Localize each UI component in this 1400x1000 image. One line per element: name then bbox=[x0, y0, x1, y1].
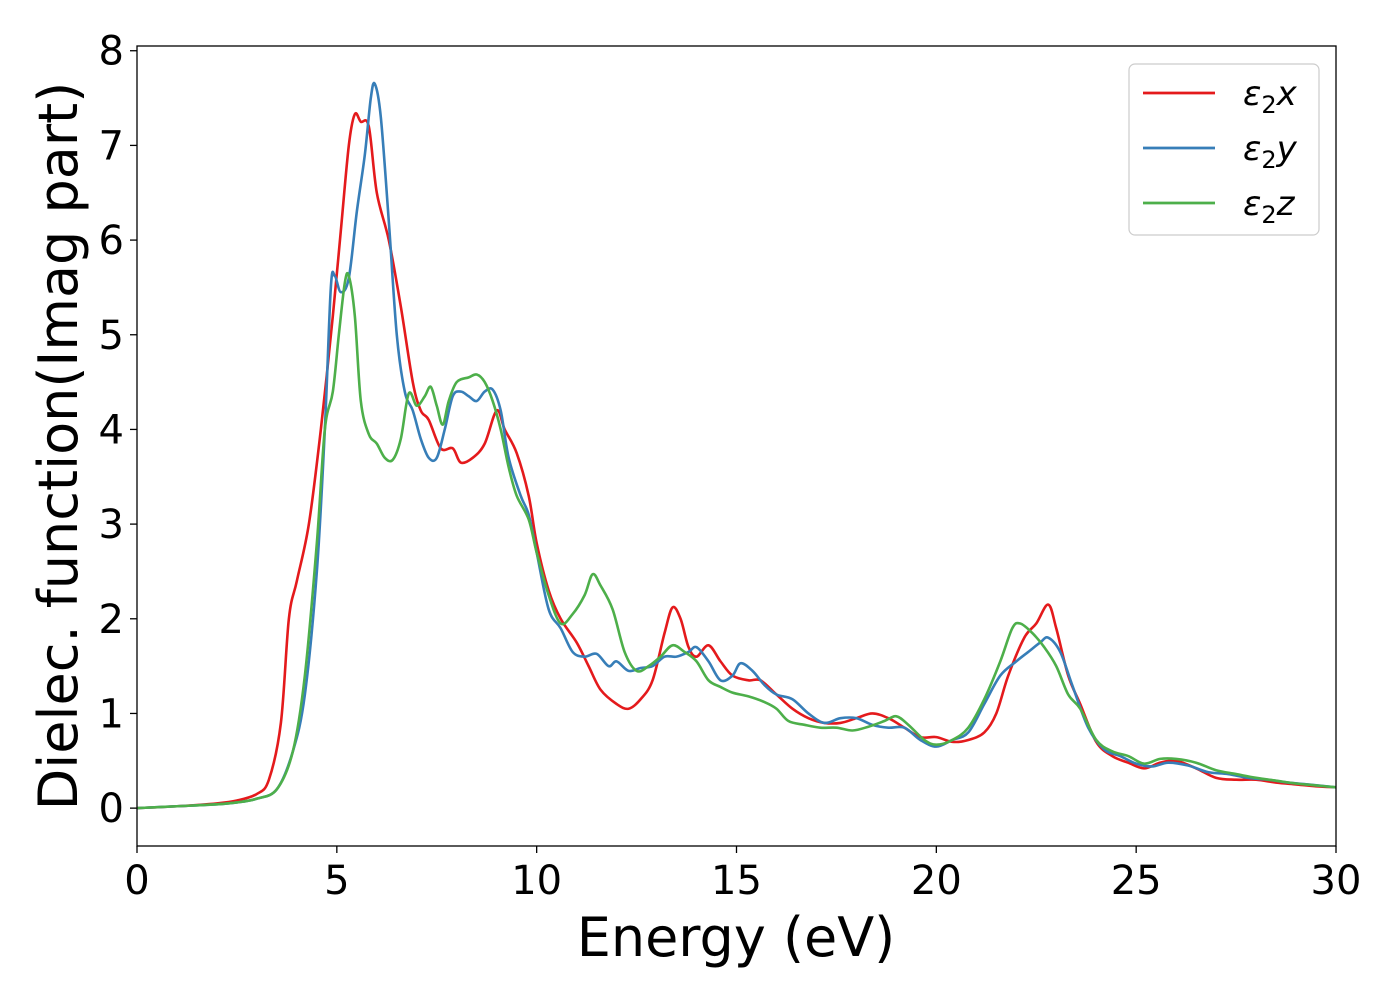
y-axis-ticks: 0 1 2 3 4 5 6 7 8 bbox=[99, 29, 137, 832]
legend-label-eps2x: ε2x bbox=[1243, 74, 1298, 119]
x-tick-label: 15 bbox=[711, 858, 762, 904]
legend-label-symbol: ε bbox=[1243, 129, 1261, 169]
y-tick-label: 6 bbox=[99, 218, 124, 264]
y-tick-label: 7 bbox=[99, 123, 124, 169]
series-layer bbox=[136, 81, 1337, 810]
x-tick-label: 20 bbox=[911, 858, 962, 904]
series-line-eps2z bbox=[136, 271, 1337, 810]
legend-box bbox=[1128, 63, 1320, 236]
legend-label-subscript: 2 bbox=[1261, 91, 1276, 119]
plot-area-frame bbox=[136, 45, 1337, 847]
legend-label-eps2z: ε2z bbox=[1243, 184, 1296, 229]
y-tick-label: 2 bbox=[99, 597, 124, 643]
y-axis-title: Dielec. function(Imag part) bbox=[27, 82, 90, 811]
y-tick-label: 4 bbox=[99, 407, 124, 453]
x-tick-label: 0 bbox=[124, 858, 149, 904]
y-tick-label: 3 bbox=[99, 502, 124, 548]
series-line-eps2y bbox=[136, 81, 1337, 810]
legend-label-eps2y: ε2y bbox=[1243, 129, 1298, 174]
legend-label-component: z bbox=[1276, 184, 1296, 224]
x-tick-label: 30 bbox=[1311, 858, 1362, 904]
y-tick-label: 8 bbox=[99, 29, 124, 75]
legend-label-subscript: 2 bbox=[1261, 146, 1276, 174]
y-tick-label: 5 bbox=[99, 313, 124, 359]
legend-label-component: x bbox=[1276, 74, 1298, 114]
x-axis-ticks: 0 5 10 15 20 25 30 bbox=[124, 846, 1361, 904]
legend-label-subscript: 2 bbox=[1261, 201, 1276, 229]
x-tick-label: 5 bbox=[324, 858, 349, 904]
legend-label-symbol: ε bbox=[1243, 74, 1261, 114]
x-tick-label: 25 bbox=[1111, 858, 1162, 904]
x-axis-title: Energy (eV) bbox=[577, 906, 896, 969]
x-tick-label: 10 bbox=[511, 858, 562, 904]
y-tick-label: 0 bbox=[99, 786, 124, 832]
y-tick-label: 1 bbox=[99, 691, 124, 737]
legend-label-symbol: ε bbox=[1243, 184, 1261, 224]
legend-label-component: y bbox=[1276, 129, 1298, 169]
